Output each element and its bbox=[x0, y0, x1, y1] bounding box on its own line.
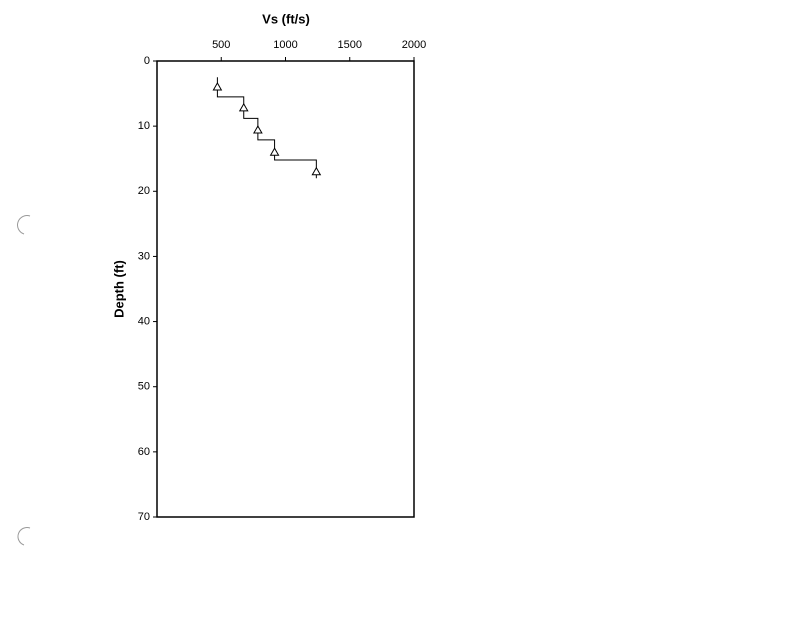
measurement-marker bbox=[311, 166, 322, 176]
x-tick-label: 2000 bbox=[402, 39, 426, 51]
measurement-marker bbox=[253, 125, 263, 134]
y-tick-label: 0 bbox=[144, 55, 150, 67]
measurement-marker bbox=[238, 102, 249, 112]
y-tick-label: 20 bbox=[138, 185, 150, 197]
x-tick-label: 500 bbox=[212, 39, 230, 51]
scan-mark bbox=[17, 527, 31, 546]
scan-mark bbox=[17, 215, 31, 235]
y-tick-label: 60 bbox=[138, 446, 150, 458]
y-tick-label: 30 bbox=[138, 250, 150, 262]
x-axis-title: Vs (ft/s) bbox=[262, 11, 310, 26]
y-axis-title: Depth (ft) bbox=[111, 260, 126, 318]
measurement-marker bbox=[212, 82, 223, 91]
y-tick-label: 50 bbox=[138, 381, 150, 393]
x-tick-label: 1000 bbox=[273, 39, 297, 51]
plot-frame bbox=[156, 60, 415, 518]
measurement-marker bbox=[269, 147, 280, 156]
x-tick-label: 1500 bbox=[338, 39, 362, 51]
velocity-profile bbox=[216, 77, 317, 179]
y-tick-label: 40 bbox=[138, 315, 150, 327]
y-tick-label: 70 bbox=[138, 511, 150, 523]
y-tick-label: 10 bbox=[138, 120, 150, 132]
